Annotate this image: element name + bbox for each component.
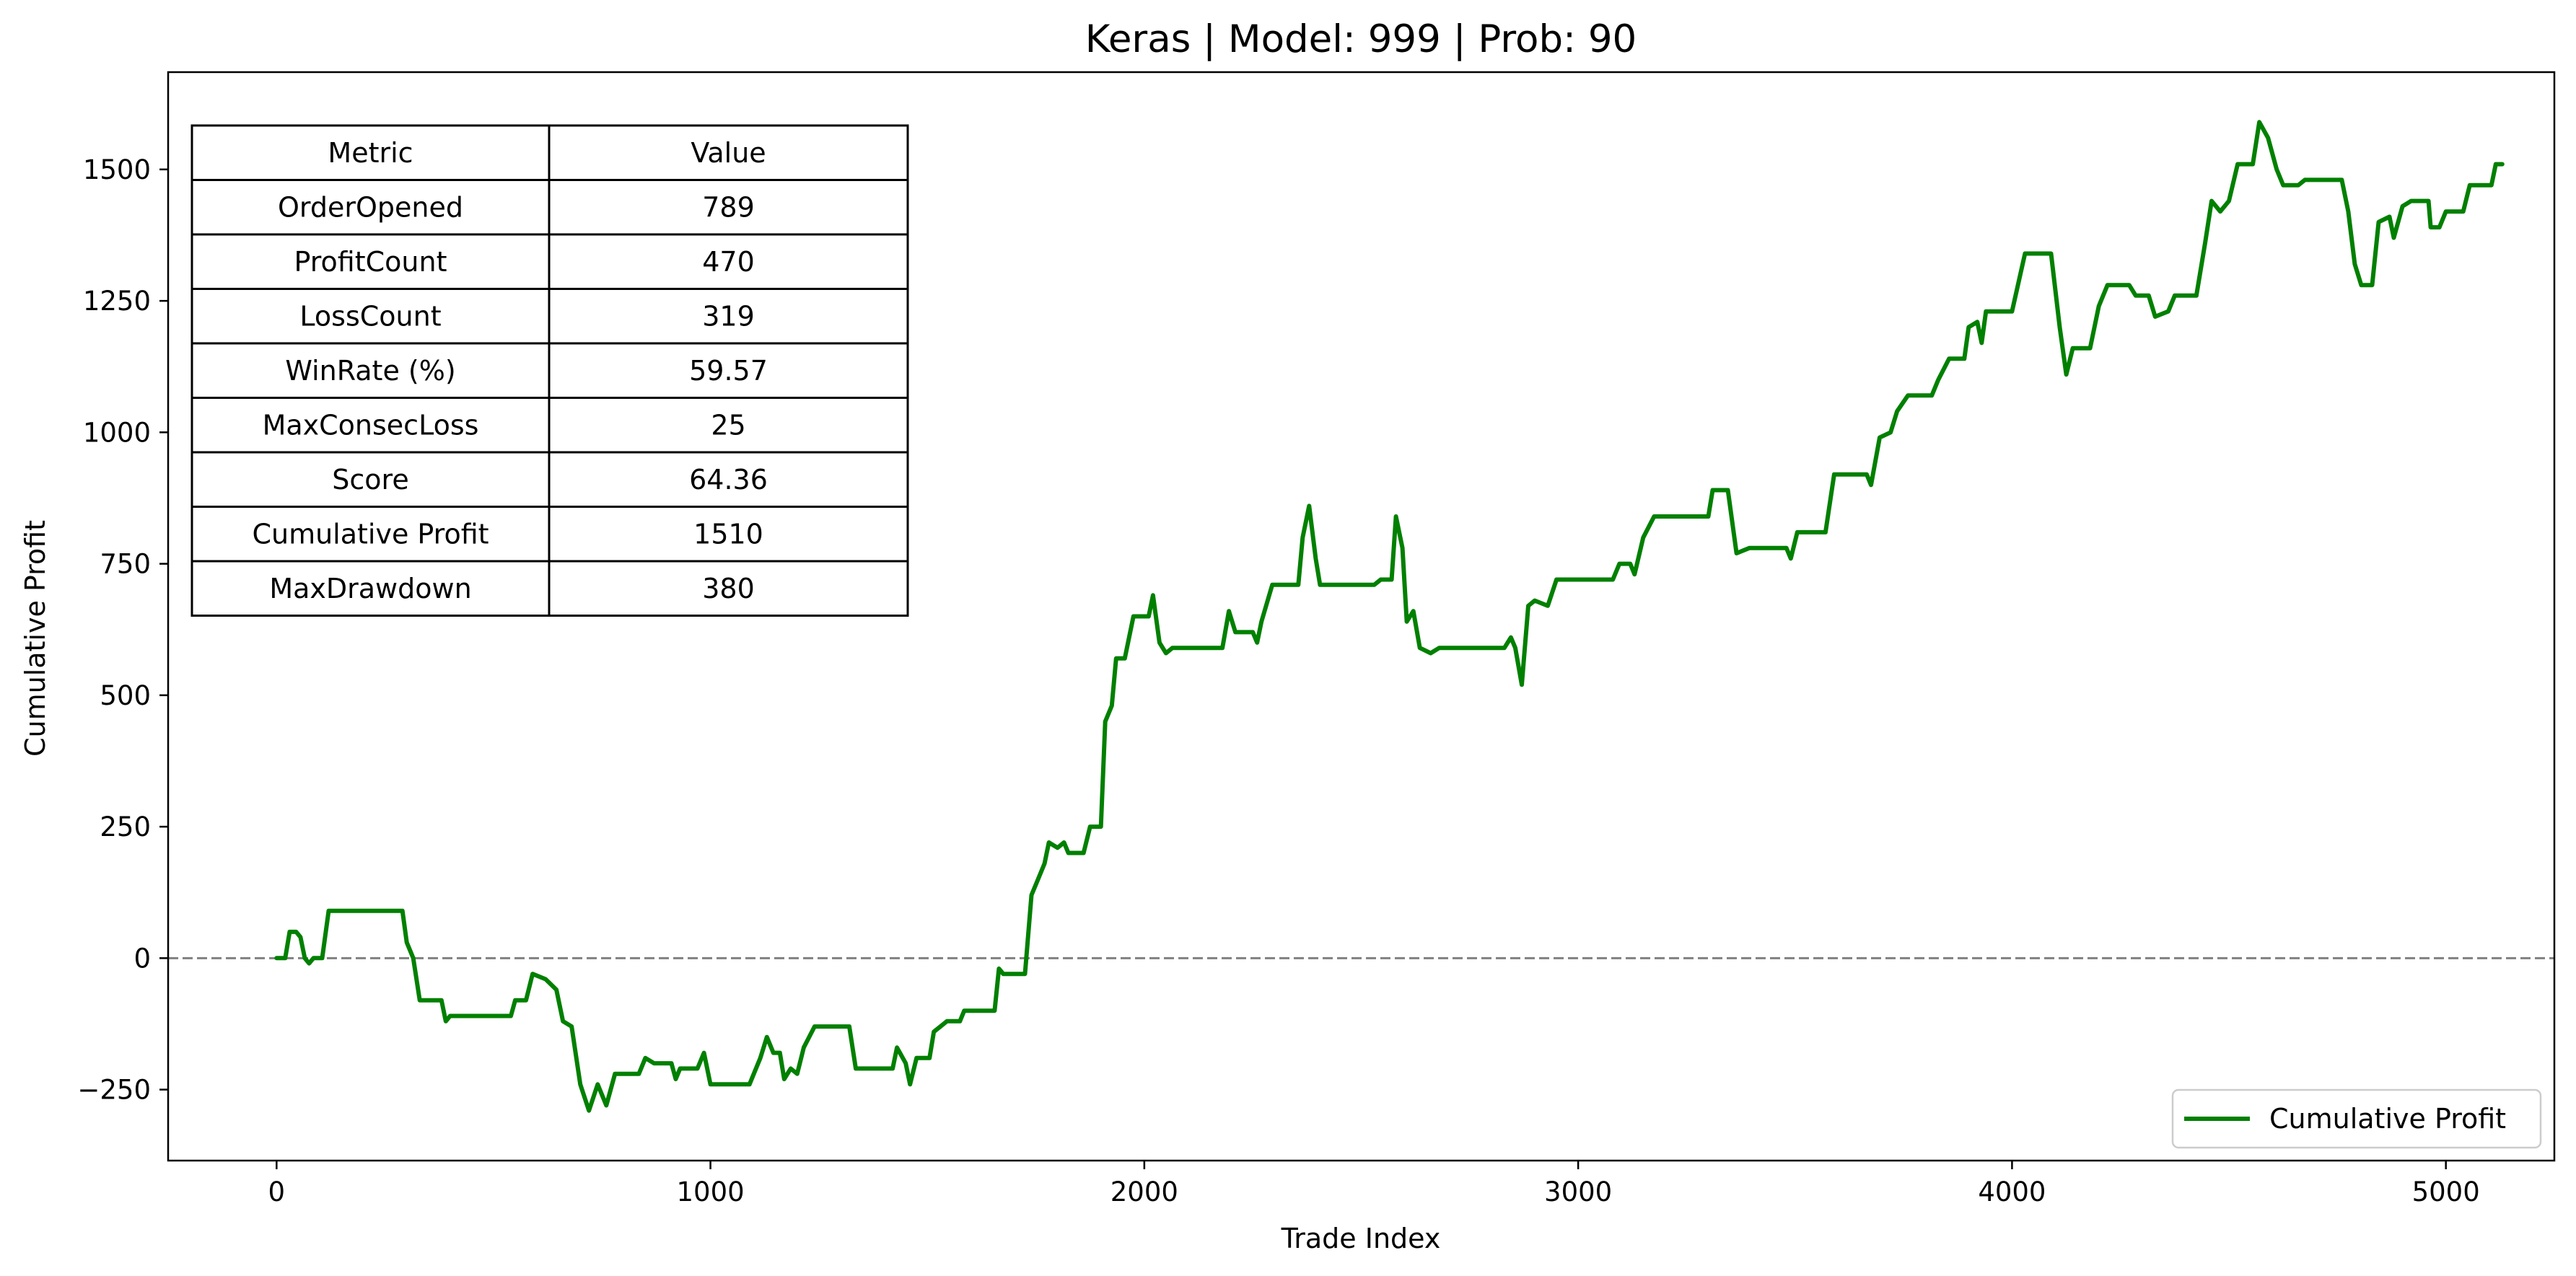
- table-metric-label: WinRate (%): [285, 355, 455, 387]
- table-metric-value: 64.36: [689, 464, 768, 496]
- y-tick-label: 750: [100, 549, 151, 580]
- table-metric-label: LossCount: [299, 300, 441, 332]
- x-tick-label: 1000: [677, 1176, 745, 1207]
- table-metric-label: OrderOpened: [278, 191, 463, 223]
- y-tick-label: −250: [77, 1075, 151, 1106]
- x-tick-label: 4000: [1978, 1176, 2046, 1207]
- table-cell-border: [548, 560, 909, 617]
- x-tick-label: 3000: [1544, 1176, 1612, 1207]
- table-cell-border: [548, 179, 909, 236]
- table-cell-border: [548, 288, 909, 345]
- table-metric-value: 319: [702, 300, 755, 332]
- y-tick-label: 0: [133, 943, 151, 974]
- table-cell-border: [190, 342, 551, 399]
- table-cell-border: [190, 288, 551, 345]
- table-header-metric: Metric: [328, 137, 413, 169]
- legend-label: Cumulative Profit: [2269, 1103, 2506, 1135]
- series-line-0: [274, 120, 2505, 1113]
- table-cell-border: [548, 451, 909, 508]
- x-tick-label: 2000: [1110, 1176, 1178, 1207]
- x-axis-label: Trade Index: [1281, 1223, 1441, 1254]
- table-cell-border: [548, 233, 909, 290]
- y-axis-label: Cumulative Profit: [19, 520, 51, 757]
- table-metric-value: 59.57: [689, 355, 768, 387]
- x-tick-label: 5000: [2412, 1176, 2480, 1207]
- table-metric-value: 1510: [693, 518, 763, 550]
- y-tick-label: 1250: [83, 286, 151, 317]
- table-metric-value: 25: [711, 409, 745, 441]
- table-cell-border: [190, 233, 551, 290]
- table-header-value: Value: [691, 137, 766, 169]
- table-cell-border: [190, 124, 551, 181]
- table-cell-border: [190, 506, 551, 563]
- legend-box: [2171, 1088, 2542, 1149]
- y-tick-label: 250: [100, 811, 151, 842]
- metrics-table: Metric Value OrderOpened 789 ProfitCount 470 L…: [190, 124, 909, 617]
- table-metric-label: MaxConsecLoss: [263, 409, 479, 441]
- table-metric-value: 380: [702, 573, 755, 604]
- table-cell-border: [548, 342, 909, 399]
- table-metric-value: 470: [702, 246, 755, 278]
- y-tick-label: 500: [100, 680, 151, 711]
- plot-area: 0 1000 2000 3000 4000 5000 −250 0 250 500 750 1000 1…: [77, 71, 2556, 1207]
- table-cell-border: [548, 506, 909, 563]
- table-metric-label: ProfitCount: [294, 246, 447, 278]
- table-metric-label: Score: [332, 464, 408, 496]
- x-tick-label: 0: [268, 1176, 286, 1207]
- y-tick-label: 1000: [83, 417, 151, 448]
- table-metric-label: MaxDrawdown: [269, 573, 471, 604]
- table-metric-label: Cumulative Profit: [252, 518, 489, 550]
- table-cell-border: [190, 179, 551, 236]
- axes-frame: [167, 71, 2556, 1162]
- y-tick-label: 1500: [83, 154, 151, 185]
- table-metric-value: 789: [702, 191, 755, 223]
- chart-title: Keras | Model: 999 | Prob: 90: [1085, 17, 1637, 61]
- legend: Cumulative Profit: [2171, 1088, 2542, 1149]
